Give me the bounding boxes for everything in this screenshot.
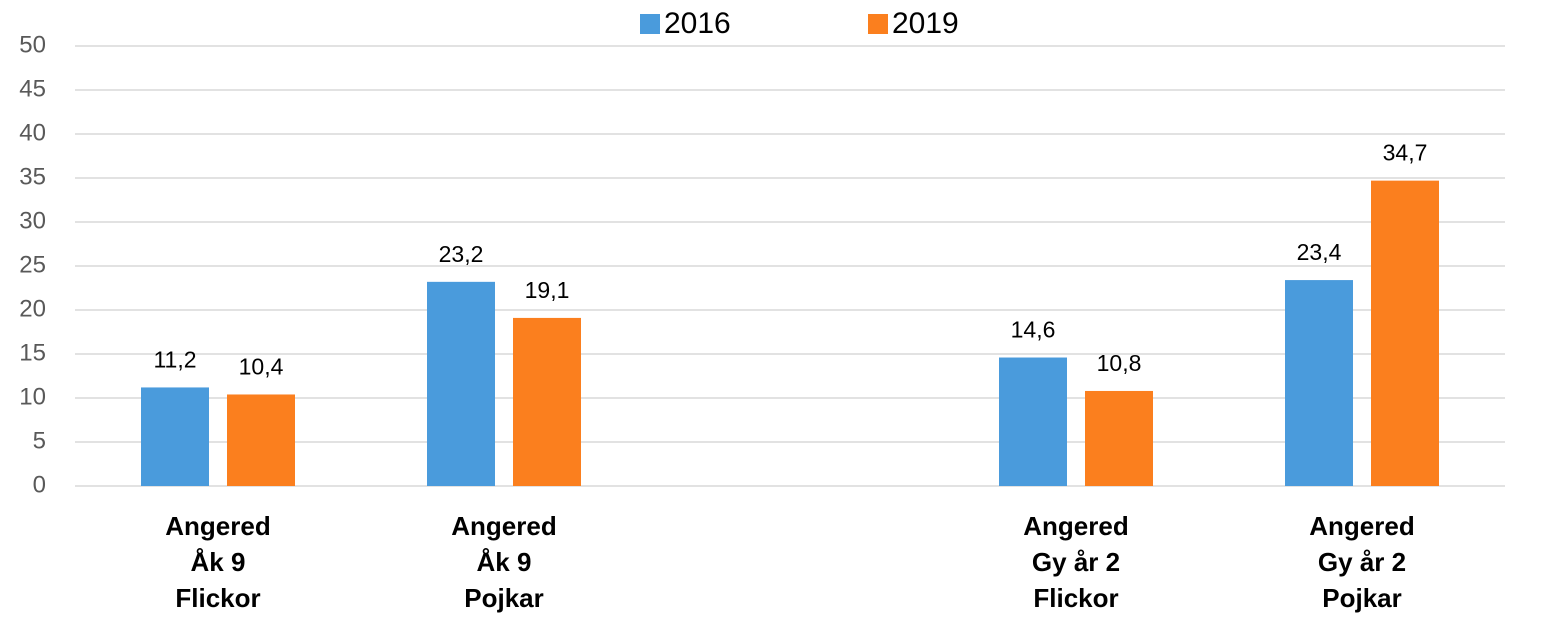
y-tick-label: 20 bbox=[19, 295, 46, 322]
y-tick-label: 30 bbox=[19, 207, 46, 234]
bar bbox=[513, 317, 581, 486]
bar bbox=[227, 394, 295, 486]
x-tick-label: Angered Gy år 2 Flickor bbox=[1023, 511, 1128, 613]
legend-label: 2019 bbox=[892, 7, 959, 40]
y-tick-label: 50 bbox=[19, 31, 46, 58]
value-label: 23,2 bbox=[439, 241, 484, 267]
value-label: 34,7 bbox=[1383, 140, 1428, 166]
x-tick-label: Angered Åk 9 Pojkar bbox=[451, 511, 556, 613]
x-tick-label: Angered Åk 9 Flickor bbox=[165, 511, 270, 613]
y-tick-label: 45 bbox=[19, 75, 46, 102]
bar bbox=[141, 387, 209, 486]
value-label: 23,4 bbox=[1297, 239, 1342, 265]
y-tick-label: 10 bbox=[19, 383, 46, 410]
bar bbox=[1371, 180, 1439, 486]
value-label: 10,8 bbox=[1097, 350, 1142, 376]
bar bbox=[1085, 390, 1153, 486]
bar bbox=[1285, 280, 1353, 486]
value-label: 14,6 bbox=[1011, 317, 1056, 343]
y-tick-label: 35 bbox=[19, 163, 46, 190]
y-tick-label: 15 bbox=[19, 339, 46, 366]
y-tick-label: 25 bbox=[19, 251, 46, 278]
x-tick-label: Angered Gy år 2 Pojkar bbox=[1309, 511, 1414, 613]
bar bbox=[427, 281, 495, 486]
legend-swatch bbox=[640, 14, 660, 34]
y-tick-label: 40 bbox=[19, 119, 46, 146]
y-tick-label: 0 bbox=[33, 471, 46, 498]
value-label: 19,1 bbox=[525, 277, 570, 303]
bar bbox=[999, 357, 1067, 486]
value-label: 10,4 bbox=[239, 354, 284, 380]
legend-swatch bbox=[868, 14, 888, 34]
legend-label: 2016 bbox=[664, 7, 731, 40]
value-label: 11,2 bbox=[153, 347, 196, 373]
y-tick-label: 5 bbox=[33, 427, 46, 454]
